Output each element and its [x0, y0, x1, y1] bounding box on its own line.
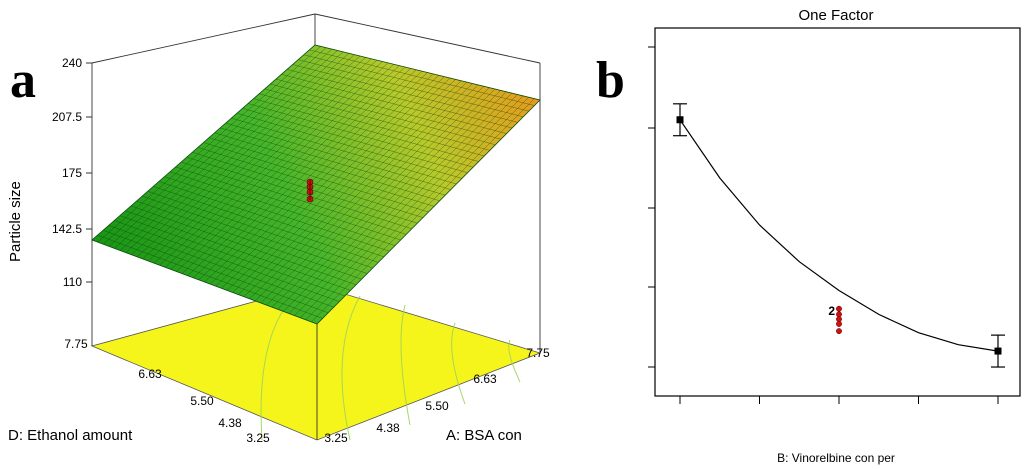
mesh-line — [311, 98, 535, 323]
mesh-line — [248, 103, 474, 168]
chart-title: One Factor — [798, 7, 873, 24]
factor-point — [676, 116, 684, 124]
ethanol-axis-ticks: 3.25 4.38 5.50 6.63 7.75 — [64, 337, 270, 445]
floor-contour-line — [341, 295, 361, 441]
mesh-line — [277, 90, 501, 310]
center-point-count-label: 2 — [828, 304, 835, 318]
mesh-line — [203, 142, 429, 213]
bsa-axis-title: A: BSA con — [446, 427, 522, 444]
floor-contour-line — [451, 322, 466, 405]
z-tick-label: 240 — [62, 56, 82, 70]
z-tick-label: 207.5 — [52, 110, 82, 124]
x-axis-title: B: Vinorelbine con per — [777, 451, 895, 465]
fitted-curve — [679, 119, 999, 352]
mesh-line — [226, 77, 451, 291]
surface-outline — [91, 44, 541, 325]
mesh-line — [232, 79, 456, 293]
mesh-line — [221, 76, 445, 289]
z-axis-ticks: 110 142.5 175 207.5 240 — [52, 56, 92, 289]
factor-point — [994, 347, 1002, 355]
mesh-line — [238, 80, 462, 295]
z-tick-label: 142.5 — [52, 222, 82, 236]
mesh-line — [214, 132, 440, 202]
plot-ticks — [648, 46, 999, 404]
z-axis-title: Particle size — [7, 181, 24, 262]
floor-contour-line — [508, 339, 521, 383]
ethanol-tick-label: 3.25 — [246, 431, 270, 445]
panel-label-a: a — [10, 52, 36, 109]
bsa-tick-label: 5.50 — [425, 399, 449, 413]
z-tick-label: 110 — [63, 275, 82, 289]
mesh-line — [281, 74, 507, 134]
mesh-line — [288, 92, 513, 314]
bsa-tick-label: 7.75 — [526, 346, 550, 360]
factor-points: 2 — [673, 103, 1005, 368]
mesh-line — [287, 69, 513, 129]
center-point — [836, 328, 842, 335]
mesh-line — [309, 49, 535, 106]
mesh-line — [242, 108, 468, 174]
mesh-line — [249, 83, 473, 299]
mesh-line — [266, 87, 490, 306]
mesh-line — [271, 88, 496, 308]
bsa-tick-label: 3.25 — [324, 431, 348, 445]
ethanol-tick-label: 5.50 — [190, 394, 214, 408]
bsa-axis-ticks: 3.25 4.38 5.50 6.63 7.75 — [324, 346, 550, 445]
bsa-tick-label: 4.38 — [376, 421, 400, 435]
mesh-line — [209, 73, 434, 285]
mesh-line — [294, 94, 518, 316]
center-point — [836, 305, 842, 312]
ethanol-axis-title: D: Ethanol amount — [8, 427, 133, 444]
mesh-line — [243, 81, 468, 297]
mesh-line — [253, 98, 479, 162]
top-back-left-edge — [91, 13, 316, 64]
ethanol-tick-label: 4.38 — [218, 416, 242, 430]
mesh-line — [220, 127, 446, 196]
mesh-line — [299, 95, 524, 318]
ethanol-tick-label: 6.63 — [138, 367, 162, 381]
floor-contour-line — [400, 304, 411, 426]
mesh-line — [215, 75, 439, 287]
plot-frame — [654, 27, 1021, 397]
design-points — [306, 178, 314, 203]
mesh-line — [225, 122, 451, 190]
panel-label-b: b — [596, 52, 625, 109]
mesh-line — [236, 113, 463, 179]
floor-contours — [260, 289, 521, 441]
mesh-line — [264, 88, 490, 151]
center-point — [836, 321, 842, 327]
z-tick-label: 175 — [62, 166, 82, 180]
mesh-line — [275, 78, 502, 140]
mesh-line — [209, 137, 435, 207]
mesh-line — [260, 86, 484, 304]
bsa-tick-label: 6.63 — [473, 372, 497, 386]
panel-a-surface-plot: a 110 142.5 175 207.5 240 3.25 4.38 5.50 6.63 7.… — [7, 13, 550, 445]
mesh-line — [254, 84, 479, 302]
mesh-line — [231, 117, 457, 185]
panel-b-one-factor-plot: b One Factor 2 B: Vinorelbine con per — [596, 7, 1021, 465]
ethanol-tick-label: 7.75 — [64, 337, 88, 351]
mesh-line — [305, 97, 529, 320]
mesh-line — [270, 83, 496, 146]
mesh-line — [259, 93, 485, 157]
mesh-line — [298, 59, 524, 118]
mesh-line — [292, 64, 518, 123]
mesh-line — [303, 54, 529, 112]
mesh-line — [283, 91, 507, 312]
top-back-right-edge — [314, 13, 541, 64]
